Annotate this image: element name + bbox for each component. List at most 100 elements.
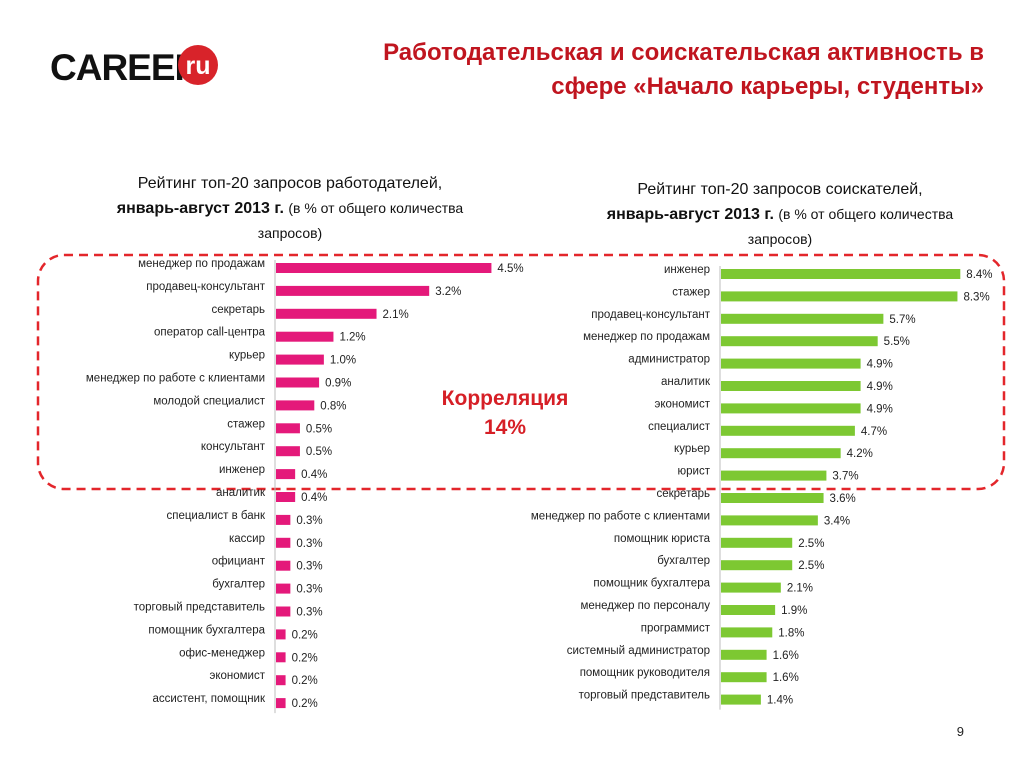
employer-value-label: 0.8% bbox=[320, 400, 346, 412]
employer-chart-note-line-2: запросов) bbox=[257, 225, 323, 241]
employer-value-label: 4.5% bbox=[497, 263, 523, 275]
employer-bar bbox=[276, 285, 430, 296]
employer-value-label: 2.1% bbox=[383, 309, 409, 321]
applicant-category-label: бухгалтер bbox=[657, 555, 710, 567]
applicant-bar bbox=[721, 470, 827, 481]
applicant-value-label: 2.1% bbox=[787, 583, 813, 595]
applicant-value-label: 4.9% bbox=[867, 359, 893, 371]
employer-category-label: кассир bbox=[229, 533, 265, 545]
applicant-bar bbox=[721, 515, 818, 526]
employer-value-label: 1.2% bbox=[339, 332, 365, 344]
employer-value-label: 0.2% bbox=[292, 675, 318, 687]
employer-chart-title-line-1: Рейтинг топ-20 запросов работодателей, bbox=[137, 175, 443, 192]
applicant-value-label: 1.9% bbox=[781, 605, 807, 617]
employer-bar bbox=[276, 698, 286, 709]
applicant-category-label: менеджер по работе с клиентами bbox=[531, 510, 710, 522]
employer-bar bbox=[276, 331, 334, 342]
top10-highlight-frame bbox=[36, 253, 1006, 491]
employer-bar bbox=[276, 606, 291, 617]
employer-category-label: продавец-консультант bbox=[146, 281, 266, 293]
employer-category-label: курьер bbox=[229, 350, 265, 362]
applicant-category-label: администратор bbox=[628, 354, 710, 366]
applicant-value-label: 3.6% bbox=[830, 493, 856, 505]
applicant-bar bbox=[721, 403, 861, 414]
employer-bar bbox=[276, 354, 324, 365]
employer-bar bbox=[276, 583, 291, 594]
employer-bar bbox=[276, 308, 377, 319]
applicant-category-label: стажер bbox=[672, 286, 710, 298]
applicant-value-label: 1.6% bbox=[773, 650, 799, 662]
employer-category-label: инженер bbox=[219, 464, 265, 476]
applicant-chart-note-line-2: запросов) bbox=[747, 231, 813, 247]
applicant-value-label: 4.9% bbox=[867, 381, 893, 393]
applicant-category-label: секретарь bbox=[656, 488, 710, 500]
employer-category-label: секретарь bbox=[211, 304, 265, 316]
employer-value-label: 0.3% bbox=[296, 538, 322, 550]
employer-category-label: молодой специалист bbox=[153, 395, 265, 407]
employer-bar bbox=[276, 652, 286, 663]
applicant-category-label: помощник бухгалтера bbox=[593, 578, 710, 590]
applicant-chart-period: январь-август 2013 г. bbox=[606, 206, 774, 223]
employer-chart-note: (в % от общего количества bbox=[288, 200, 464, 216]
applicant-category-label: аналитик bbox=[661, 376, 711, 388]
logo-text: CAREER bbox=[50, 47, 201, 88]
applicant-chart-title-line-1: Рейтинг топ-20 запросов соискателей, bbox=[637, 181, 923, 198]
employer-value-label: 0.2% bbox=[292, 629, 318, 641]
page-title-line-1: Работодательская и соискательская активн… bbox=[383, 39, 984, 66]
employer-bar bbox=[276, 492, 296, 502]
applicant-bar bbox=[721, 560, 793, 571]
employer-category-label: стажер bbox=[227, 418, 265, 430]
applicant-value-label: 1.8% bbox=[778, 627, 804, 639]
applicant-category-label: юрист bbox=[678, 466, 711, 478]
employer-bar bbox=[276, 377, 320, 388]
employer-bar bbox=[276, 400, 315, 411]
employer-value-label: 0.3% bbox=[296, 607, 322, 619]
employer-bar bbox=[276, 560, 291, 571]
applicant-value-label: 8.4% bbox=[966, 269, 992, 281]
applicant-value-label: 4.7% bbox=[861, 426, 887, 438]
applicant-category-label: помощник руководителя bbox=[580, 667, 710, 679]
employer-category-label: торговый представитель bbox=[134, 602, 265, 614]
employer-bar bbox=[276, 263, 492, 273]
employer-value-label: 0.3% bbox=[296, 584, 322, 596]
employer-category-label: офис-менеджер bbox=[179, 647, 265, 659]
applicant-bar bbox=[721, 336, 878, 347]
applicant-category-label: курьер bbox=[674, 443, 710, 455]
employer-category-label: официант bbox=[212, 556, 266, 568]
employer-chart-title: Рейтинг топ-20 запросов работодателей, я… bbox=[80, 172, 500, 245]
employer-chart-period: январь-август 2013 г. bbox=[116, 200, 284, 217]
applicant-value-label: 8.3% bbox=[963, 291, 989, 303]
applicant-bar bbox=[721, 493, 824, 503]
employer-category-label: помощник бухгалтера bbox=[148, 624, 265, 636]
applicant-chart-title: Рейтинг топ-20 запросов соискателей, янв… bbox=[570, 178, 990, 251]
applicant-category-label: менеджер по персоналу bbox=[580, 600, 710, 612]
page-title: Работодательская и соискательская активн… bbox=[224, 36, 984, 104]
applicant-value-label: 1.4% bbox=[767, 695, 793, 707]
employer-value-label: 3.2% bbox=[435, 286, 461, 298]
employer-bar bbox=[276, 537, 291, 548]
employer-category-label: специалист в банк bbox=[166, 510, 265, 522]
employer-value-label: 0.4% bbox=[301, 469, 327, 481]
applicant-category-label: продавец-консультант bbox=[591, 309, 711, 321]
employer-category-label: менеджер по работе с клиентами bbox=[86, 373, 265, 385]
employer-value-label: 0.5% bbox=[306, 423, 332, 435]
applicant-value-label: 4.2% bbox=[847, 448, 873, 460]
applicant-bar bbox=[721, 672, 767, 683]
employer-value-label: 0.2% bbox=[292, 698, 318, 710]
employer-value-label: 1.0% bbox=[330, 355, 356, 367]
employer-bar bbox=[276, 514, 291, 525]
applicant-value-label: 5.7% bbox=[889, 314, 915, 326]
applicant-category-label: торговый представитель bbox=[579, 690, 710, 702]
employer-category-label: ассистент, помощник bbox=[152, 693, 265, 705]
applicant-value-label: 5.5% bbox=[884, 336, 910, 348]
applicant-bar bbox=[721, 694, 761, 705]
applicant-bar bbox=[721, 649, 767, 660]
employer-bar bbox=[276, 469, 296, 480]
applicant-bar bbox=[721, 448, 841, 459]
employer-bar bbox=[276, 423, 300, 434]
correlation-label: Корреляция bbox=[441, 387, 569, 410]
applicant-value-label: 4.9% bbox=[867, 403, 893, 415]
employer-value-label: 0.5% bbox=[306, 446, 332, 458]
applicant-bar bbox=[721, 358, 861, 369]
